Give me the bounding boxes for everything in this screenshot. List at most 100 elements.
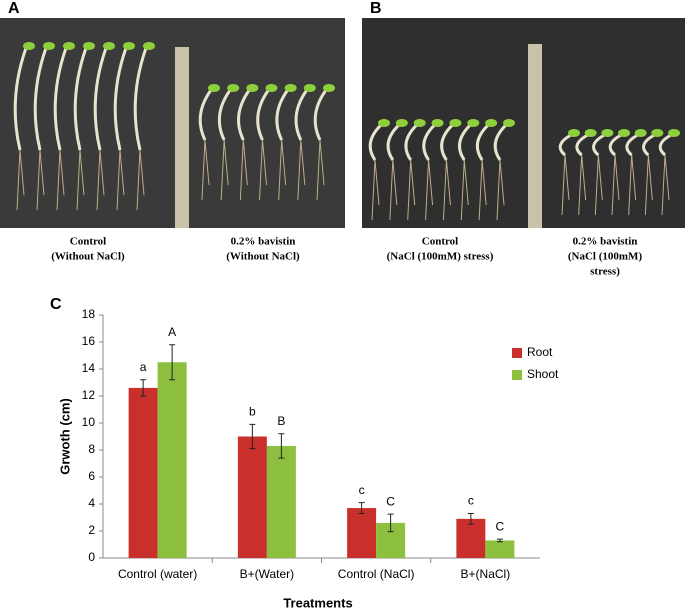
y-tick-label: 6 bbox=[88, 469, 95, 483]
error-bar bbox=[278, 433, 285, 459]
error-bar bbox=[249, 423, 256, 450]
seedling-leaf bbox=[246, 84, 259, 92]
seedling-root bbox=[407, 159, 416, 221]
seedling-stem bbox=[198, 89, 213, 141]
photo-b bbox=[362, 18, 685, 228]
error-bar bbox=[467, 512, 474, 525]
seedling-leaf bbox=[618, 129, 630, 137]
bar bbox=[266, 445, 296, 558]
seedling-stem bbox=[558, 133, 572, 157]
seedling-root bbox=[661, 154, 670, 216]
seedling-stem bbox=[658, 133, 672, 157]
seedling-leaf bbox=[227, 84, 240, 92]
seedling-root bbox=[56, 149, 65, 211]
seedling-root bbox=[239, 139, 248, 201]
seedling-stem bbox=[256, 89, 270, 141]
seedling-root bbox=[259, 139, 267, 201]
seedling-leaf bbox=[323, 84, 335, 92]
seedling-stem bbox=[592, 133, 606, 157]
significance-letter: c bbox=[359, 483, 365, 497]
significance-letter: C bbox=[496, 519, 505, 533]
significance-letter: B bbox=[277, 414, 285, 428]
photo-caption: 0.2% bavistin bbox=[231, 236, 296, 248]
seedling-leaf bbox=[23, 42, 35, 50]
seedling-stem bbox=[294, 89, 309, 141]
seedling-stem bbox=[73, 47, 88, 151]
significance-letter: b bbox=[249, 405, 256, 419]
seedling-root bbox=[116, 149, 125, 211]
legend-label: Shoot bbox=[527, 367, 559, 381]
y-tick-label: 2 bbox=[88, 523, 95, 537]
y-tick-label: 10 bbox=[82, 415, 96, 429]
seedling-leaf bbox=[601, 129, 614, 137]
seedling-root bbox=[611, 154, 620, 216]
error-bar bbox=[169, 344, 176, 381]
seedling-stem bbox=[625, 133, 639, 157]
seedling-stem bbox=[217, 89, 232, 141]
seedling-root bbox=[594, 154, 603, 216]
seedling-stem bbox=[386, 123, 400, 161]
significance-letter: A bbox=[168, 325, 176, 339]
seedling-root bbox=[371, 159, 380, 221]
seedling-leaf bbox=[303, 84, 316, 92]
panel-label: B bbox=[370, 0, 382, 17]
significance-letter: C bbox=[386, 494, 395, 508]
photo-caption: Control bbox=[70, 236, 106, 248]
photo-caption: 0.2% bavistin bbox=[573, 236, 638, 248]
seedling-leaf bbox=[378, 119, 390, 127]
seedling-stem bbox=[368, 123, 383, 161]
significance-letter: a bbox=[140, 360, 147, 374]
x-axis-label: Treatments bbox=[283, 595, 352, 610]
y-tick-label: 4 bbox=[88, 496, 95, 510]
bar bbox=[128, 387, 158, 558]
error-bar bbox=[358, 502, 365, 514]
seedling-root bbox=[96, 149, 105, 211]
seedling-stem bbox=[53, 47, 68, 151]
bar bbox=[456, 518, 486, 558]
seedling-leaf bbox=[651, 129, 664, 137]
photo-caption: (Without NaCl) bbox=[51, 251, 125, 263]
seedling-leaf bbox=[63, 42, 75, 50]
legend-swatch bbox=[512, 370, 522, 380]
seedling-root bbox=[220, 139, 229, 201]
seedling-stem bbox=[13, 47, 28, 151]
seedling-root bbox=[628, 154, 637, 216]
panel-label: A bbox=[8, 0, 20, 17]
significance-letter: c bbox=[468, 494, 474, 508]
seedling-stem bbox=[133, 47, 148, 151]
seedling-root bbox=[578, 154, 587, 216]
x-tick-label: B+(Water) bbox=[240, 567, 295, 581]
seedling-stem bbox=[440, 123, 454, 161]
seedling-stem bbox=[404, 123, 418, 161]
seedling-leaf bbox=[43, 42, 55, 50]
seedling-root bbox=[561, 154, 570, 216]
seedling-root bbox=[136, 149, 145, 211]
bar bbox=[485, 540, 515, 558]
panel-label: C bbox=[50, 296, 62, 313]
photo-caption: (Without NaCl) bbox=[226, 251, 300, 263]
seedling-root bbox=[201, 139, 210, 201]
seedling-stem bbox=[642, 133, 656, 157]
seedling-leaf bbox=[83, 42, 95, 50]
seedling-root bbox=[644, 154, 653, 216]
x-tick-label: Control (water) bbox=[118, 567, 197, 581]
ruler bbox=[528, 44, 542, 228]
seedling-stem bbox=[422, 123, 436, 161]
seedling-leaf bbox=[395, 119, 408, 127]
y-tick-label: 16 bbox=[82, 334, 96, 348]
seedling-root bbox=[316, 139, 325, 201]
legend-label: Root bbox=[527, 345, 553, 359]
seedling-stem bbox=[275, 89, 289, 141]
seedling-root bbox=[76, 149, 85, 211]
y-tick-label: 12 bbox=[82, 388, 96, 402]
bar bbox=[157, 362, 187, 558]
seedling-leaf bbox=[485, 119, 498, 127]
seedling-root bbox=[278, 139, 287, 201]
y-tick-label: 0 bbox=[88, 550, 95, 564]
seedling-stem bbox=[458, 123, 472, 161]
seedling-root bbox=[36, 149, 45, 211]
photo-caption: Control bbox=[422, 236, 458, 248]
x-tick-label: B+(NaCl) bbox=[461, 567, 511, 581]
seedling-root bbox=[478, 159, 487, 221]
